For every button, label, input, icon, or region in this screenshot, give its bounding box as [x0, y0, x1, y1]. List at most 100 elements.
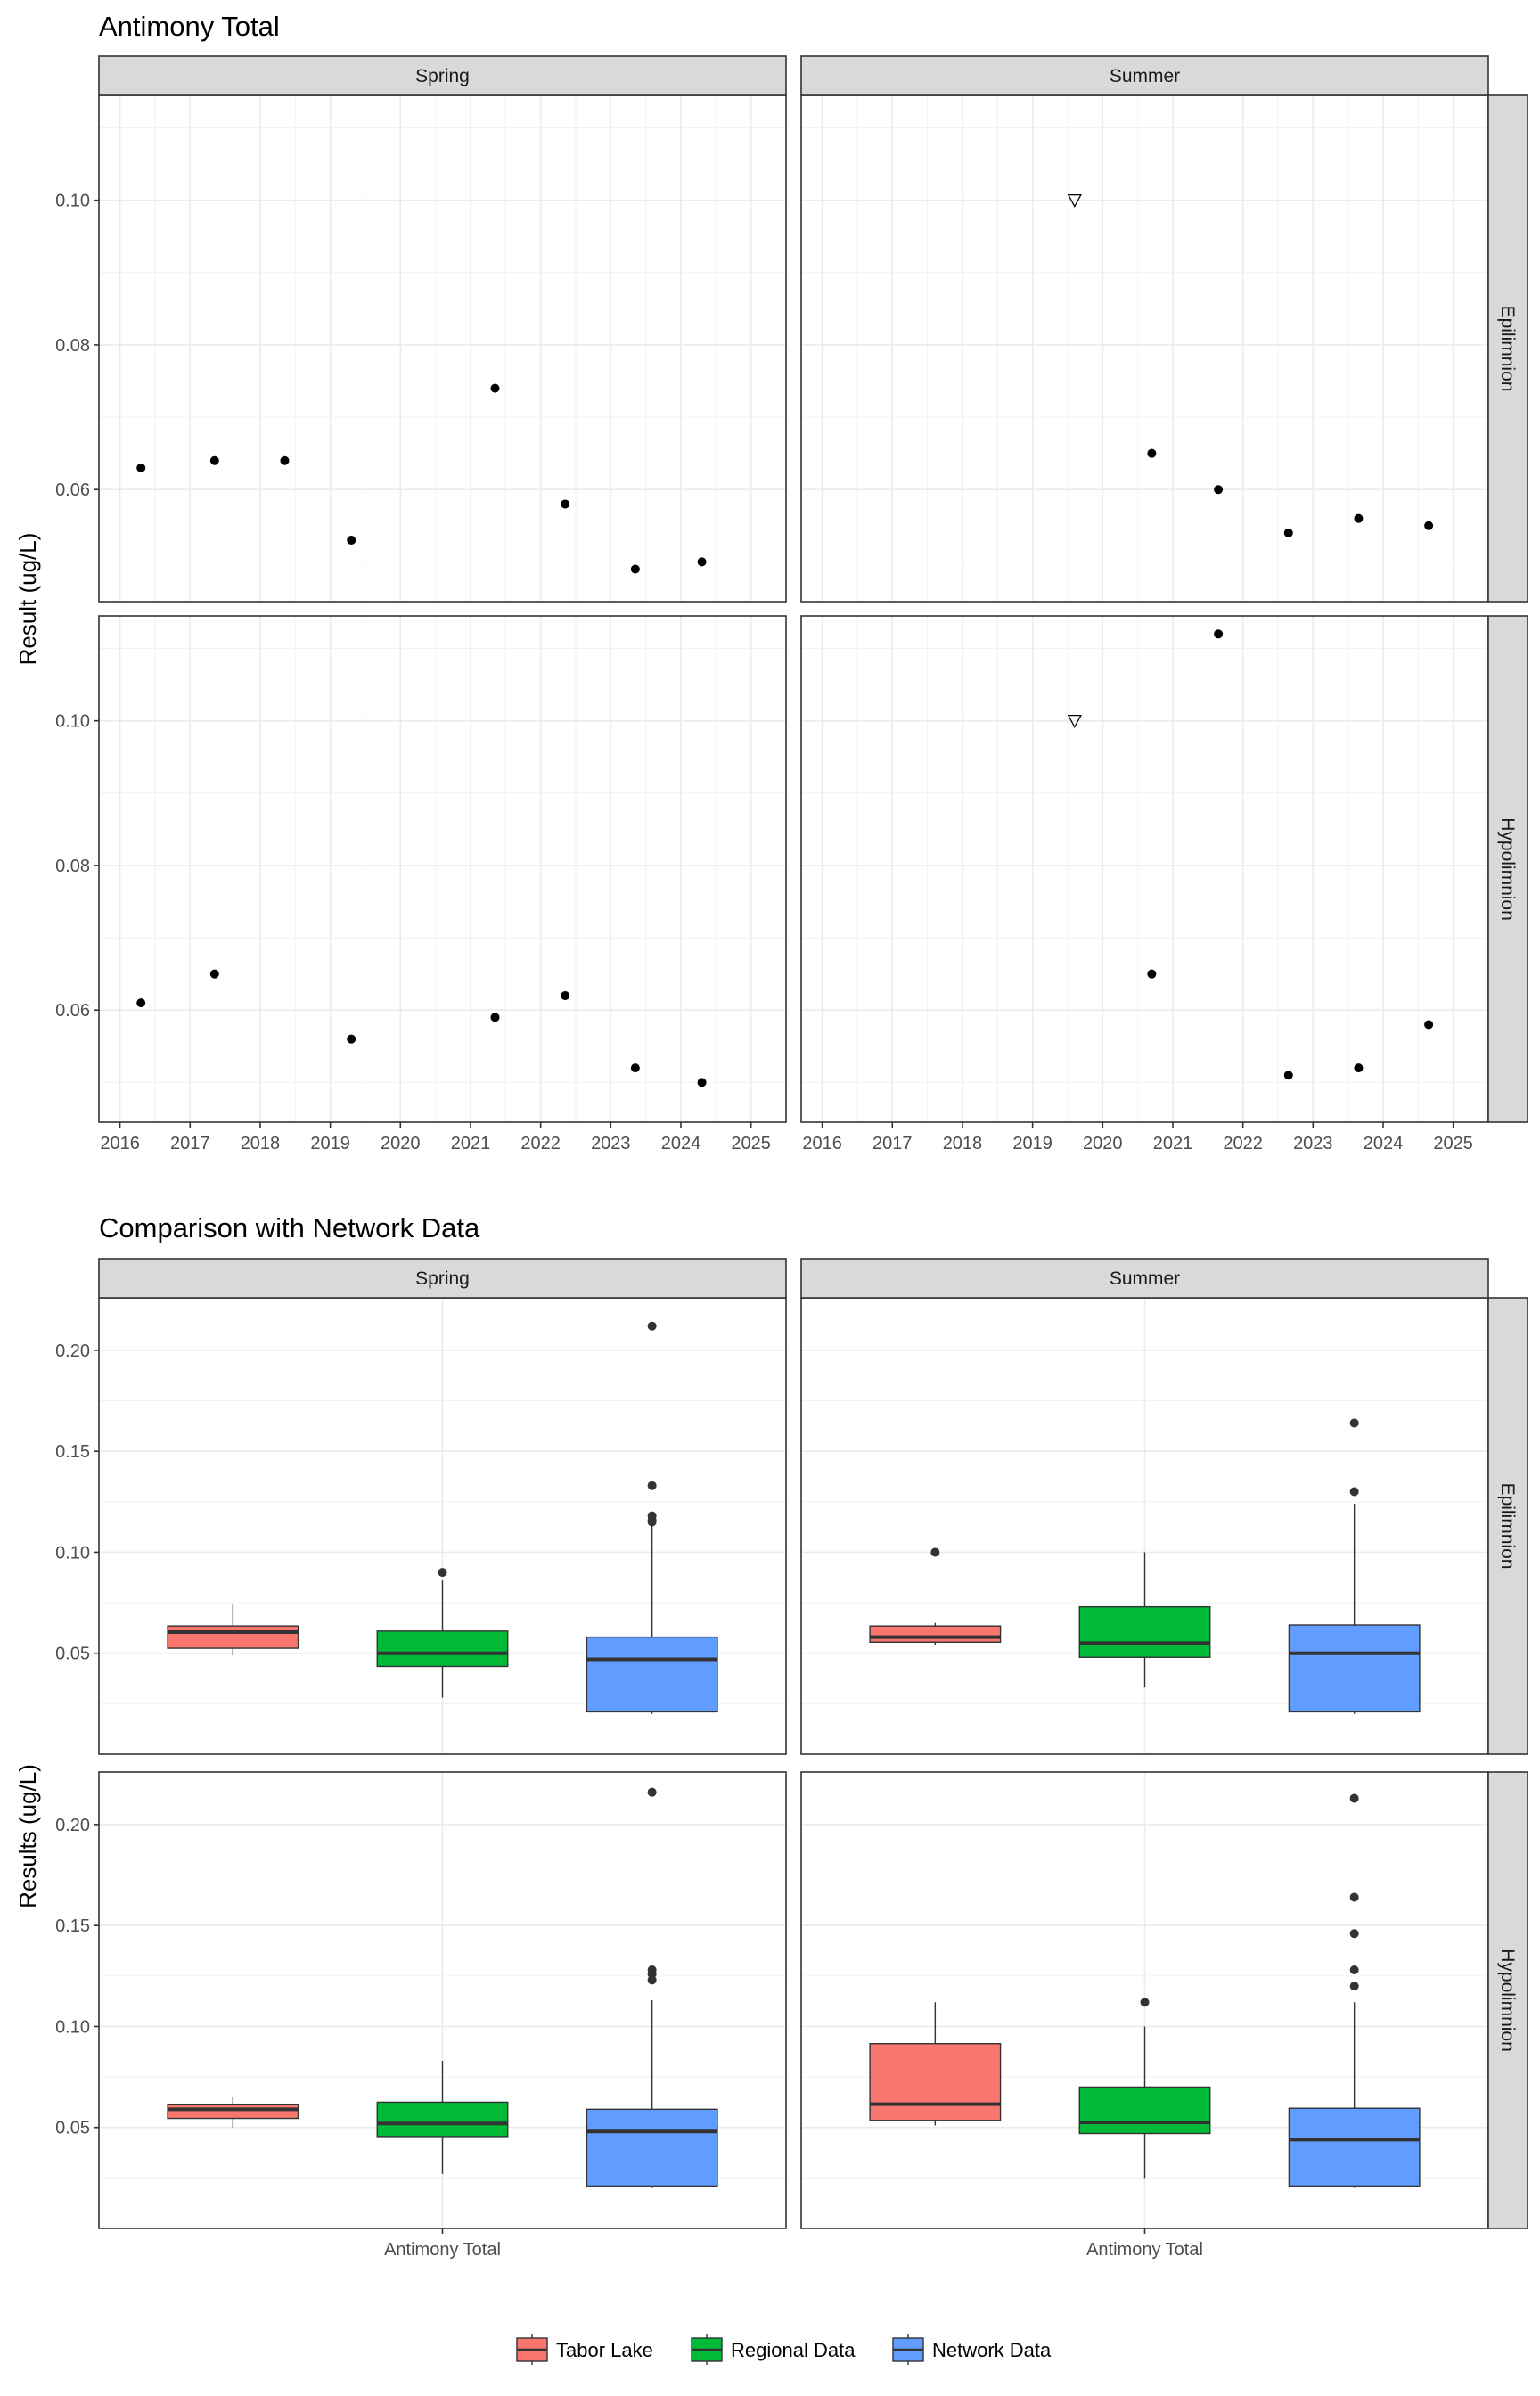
x-tick-label: 2018 [241, 1134, 281, 1153]
box-regional-data [376, 1568, 509, 1698]
x-tick-label: Antimony Total [384, 2240, 501, 2260]
panel-background [801, 616, 1488, 1122]
outlier-point [1349, 1793, 1359, 1803]
legend-item-network-data: Network Data [892, 2334, 1052, 2365]
legend-label: Regional Data [731, 2339, 856, 2361]
facet-strip [800, 55, 1489, 96]
x-tick-label: 2024 [1364, 1134, 1404, 1153]
facet-strip-label: Spring [415, 1268, 470, 1289]
x-tick-label: 2019 [1012, 1134, 1053, 1153]
outlier-point [647, 1975, 657, 1985]
box-iqr [167, 2103, 299, 2120]
y-tick-label: 0.06 [55, 480, 90, 500]
y-tick-label: 0.08 [55, 336, 90, 356]
y-tick-label: 0.05 [55, 1645, 90, 1664]
facet-row-strip [1487, 1771, 1528, 2229]
facet-row-strip [1487, 94, 1528, 603]
y-tick-label: 0.20 [55, 1342, 90, 1361]
data-point [490, 383, 500, 393]
panel-background [99, 616, 786, 1122]
data-point [1354, 513, 1364, 523]
scatter-panel-spring-hypolimnion: 0.06 0.08 0.10 2016 2017 2018 2019 2020 2021 2022… [55, 615, 787, 1153]
box-iqr [586, 1636, 718, 1713]
y-tick-label: 0.10 [55, 192, 90, 211]
data-point [1424, 1020, 1434, 1030]
y-tick-label: 0.06 [55, 1001, 90, 1021]
y-tick-label: 0.20 [55, 1816, 90, 1835]
y-tick-label: 0.10 [55, 1543, 90, 1563]
legend: Tabor Lake Regional Data Network Data [516, 2334, 1052, 2365]
x-tick-label: 2017 [170, 1134, 210, 1153]
box-tabor-lake [167, 1604, 299, 1655]
facet-strip [98, 1258, 787, 1299]
boxplot-y-axis-label: Results (ug/L) [14, 1764, 41, 1908]
panel-border [98, 615, 787, 1123]
box-network-data [1288, 1418, 1421, 1714]
box-tabor-lake [869, 1547, 1002, 1645]
data-point [1283, 528, 1293, 537]
legend-label: Tabor Lake [556, 2339, 653, 2361]
boxplot-panel-spring-epilimnion: Spring 0.05 0.10 0.15 0.20 [55, 1258, 787, 1755]
y-tick-label: 0.05 [55, 2119, 90, 2138]
boxplot-panel-summer-hypolimnion: Hypolimnion Antimony Total [800, 1771, 1528, 2260]
data-point [280, 455, 290, 465]
y-tick-label: 0.15 [55, 1442, 90, 1462]
boxplot-panel-spring-hypolimnion: 0.05 0.10 0.15 0.20 Antimony Total [55, 1771, 787, 2260]
data-point-censored [1067, 194, 1082, 209]
box-iqr [1288, 2107, 1421, 2187]
x-tick-label: 2020 [381, 1134, 421, 1153]
outlier-point [647, 1481, 657, 1490]
facet-strip [98, 55, 787, 96]
x-tick-label: 2023 [591, 1134, 631, 1153]
panel-background [801, 95, 1488, 602]
box-iqr [376, 1630, 509, 1668]
facet-row-label: Hypolimnion [1497, 817, 1518, 921]
data-point [209, 969, 219, 979]
data-point [347, 536, 356, 546]
x-tick-label: 2024 [661, 1134, 701, 1153]
data-point [347, 1034, 356, 1044]
facet-strip-label: Summer [1110, 1268, 1180, 1289]
outlier-point [438, 1568, 447, 1578]
data-point [697, 1078, 707, 1087]
legend-item-regional-data: Regional Data [691, 2334, 856, 2365]
outlier-point [1349, 1418, 1359, 1428]
box-tabor-lake [167, 2096, 299, 2128]
scatter-title: Antimony Total [99, 11, 280, 42]
data-point [561, 991, 570, 1000]
data-point [490, 1013, 500, 1022]
scatter-panel-summer-hypolimnion: Hypolimnion 2016 2017 2018 2019 2020 2021 2022 2… [800, 615, 1528, 1153]
x-tick-label: 2025 [1433, 1134, 1473, 1153]
outlier-point [1349, 1929, 1359, 1939]
facet-row-label: Epilimnion [1497, 1483, 1518, 1570]
box-iqr [376, 2101, 509, 2138]
outlier-point [1140, 1998, 1150, 2007]
boxplot-facets: Spring 0.05 0.10 0.15 0.20 Summer Epilimnion 0.… [55, 1258, 1528, 2260]
data-point [1147, 969, 1157, 979]
x-tick-label: 2016 [100, 1134, 140, 1153]
data-point-censored [1067, 715, 1082, 729]
data-point [630, 564, 640, 574]
facet-strip-label: Summer [1110, 66, 1180, 86]
y-tick-label: 0.15 [55, 1916, 90, 1936]
x-tick-label: 2019 [310, 1134, 350, 1153]
outlier-point [647, 1787, 657, 1797]
box-iqr [167, 1625, 299, 1649]
x-tick-label: 2017 [872, 1134, 913, 1153]
x-tick-label: 2022 [520, 1134, 561, 1153]
box-iqr [869, 1625, 1002, 1643]
box-regional-data [1078, 1552, 1211, 1688]
data-point [136, 463, 146, 472]
outlier-point [1349, 1892, 1359, 1902]
x-tick-label: 2025 [731, 1134, 771, 1153]
facet-strip [800, 1258, 1489, 1299]
facet-row-strip [1487, 1297, 1528, 1755]
box-network-data [1288, 1793, 1421, 2188]
scatter-y-axis-label: Result (ug/L) [14, 533, 41, 666]
box-tabor-lake [869, 2002, 1002, 2126]
data-point [697, 557, 707, 567]
box-network-data [586, 1787, 718, 2188]
facet-strip-label: Spring [415, 66, 470, 86]
scatter-panel-summer-epilimnion: Summer Epilimnion [800, 55, 1528, 603]
